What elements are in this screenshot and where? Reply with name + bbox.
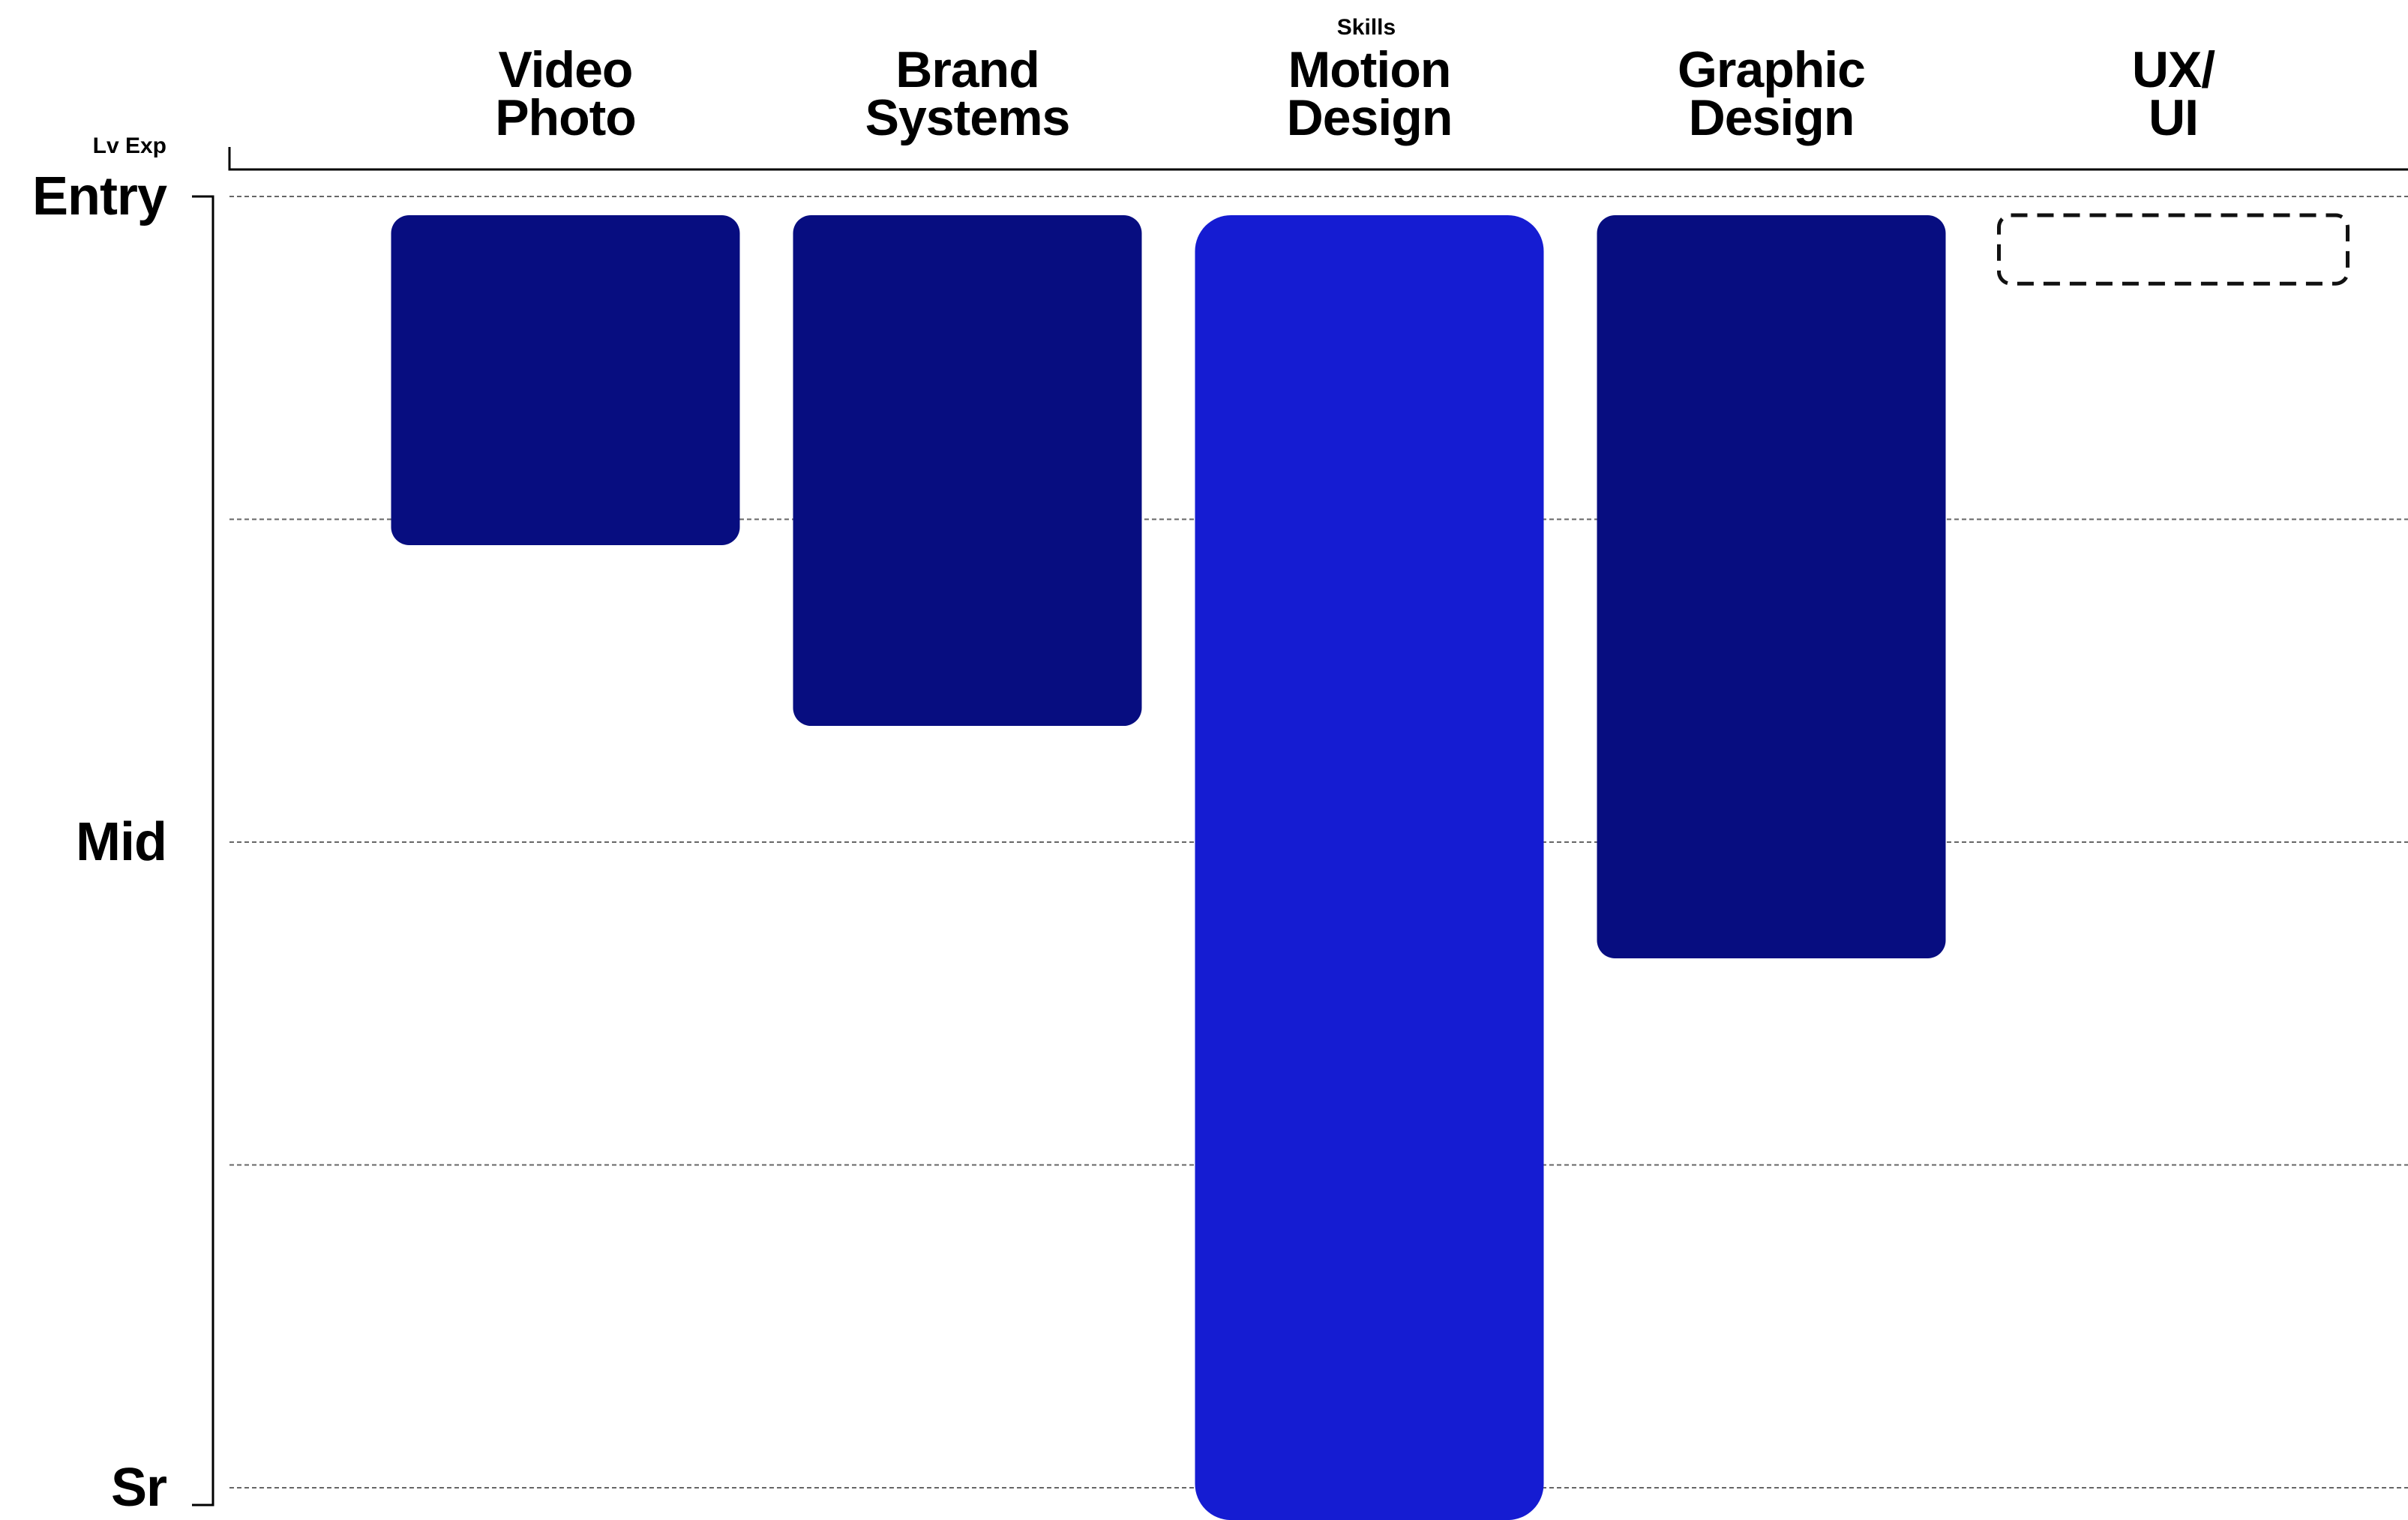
category-label-4-line-0: UX/ <box>2132 41 2215 98</box>
category-label-0-line-0: Video <box>499 41 633 98</box>
category-labels: VideoPhotoBrandSystemsMotionDesignGraphi… <box>495 41 2216 146</box>
bar-video-photo <box>391 215 740 545</box>
category-label-3-line-0: Graphic <box>1678 41 1865 98</box>
x-axis-line <box>228 147 2408 171</box>
y-axis-line <box>192 195 214 1507</box>
x-axis-title: Skills <box>1337 15 1396 40</box>
axes <box>192 147 2408 1507</box>
category-label-4-line-1: UI <box>2149 89 2198 146</box>
bars <box>391 213 2350 1520</box>
category-label-0-line-1: Photo <box>495 89 636 146</box>
y-axis-title: Lv Exp <box>93 133 166 158</box>
category-label-3-line-1: Design <box>1689 89 1855 146</box>
bar-graphic-design <box>1597 215 1946 958</box>
level-label-sr: Sr <box>111 1458 166 1518</box>
category-label-2-line-0: Motion <box>1288 41 1451 98</box>
level-label-entry: Entry <box>32 166 167 226</box>
level-labels: Entry Mid Sr <box>32 166 168 1518</box>
bar-brand-systems <box>793 215 1142 727</box>
category-label-1-line-0: Brand <box>895 41 1039 98</box>
category-label-1-line-1: Systems <box>865 89 1070 146</box>
bar-motion-design <box>1195 215 1544 1520</box>
category-label-2-line-1: Design <box>1287 89 1453 146</box>
level-label-mid: Mid <box>76 812 166 872</box>
bar-ux-ui <box>1997 213 2350 286</box>
